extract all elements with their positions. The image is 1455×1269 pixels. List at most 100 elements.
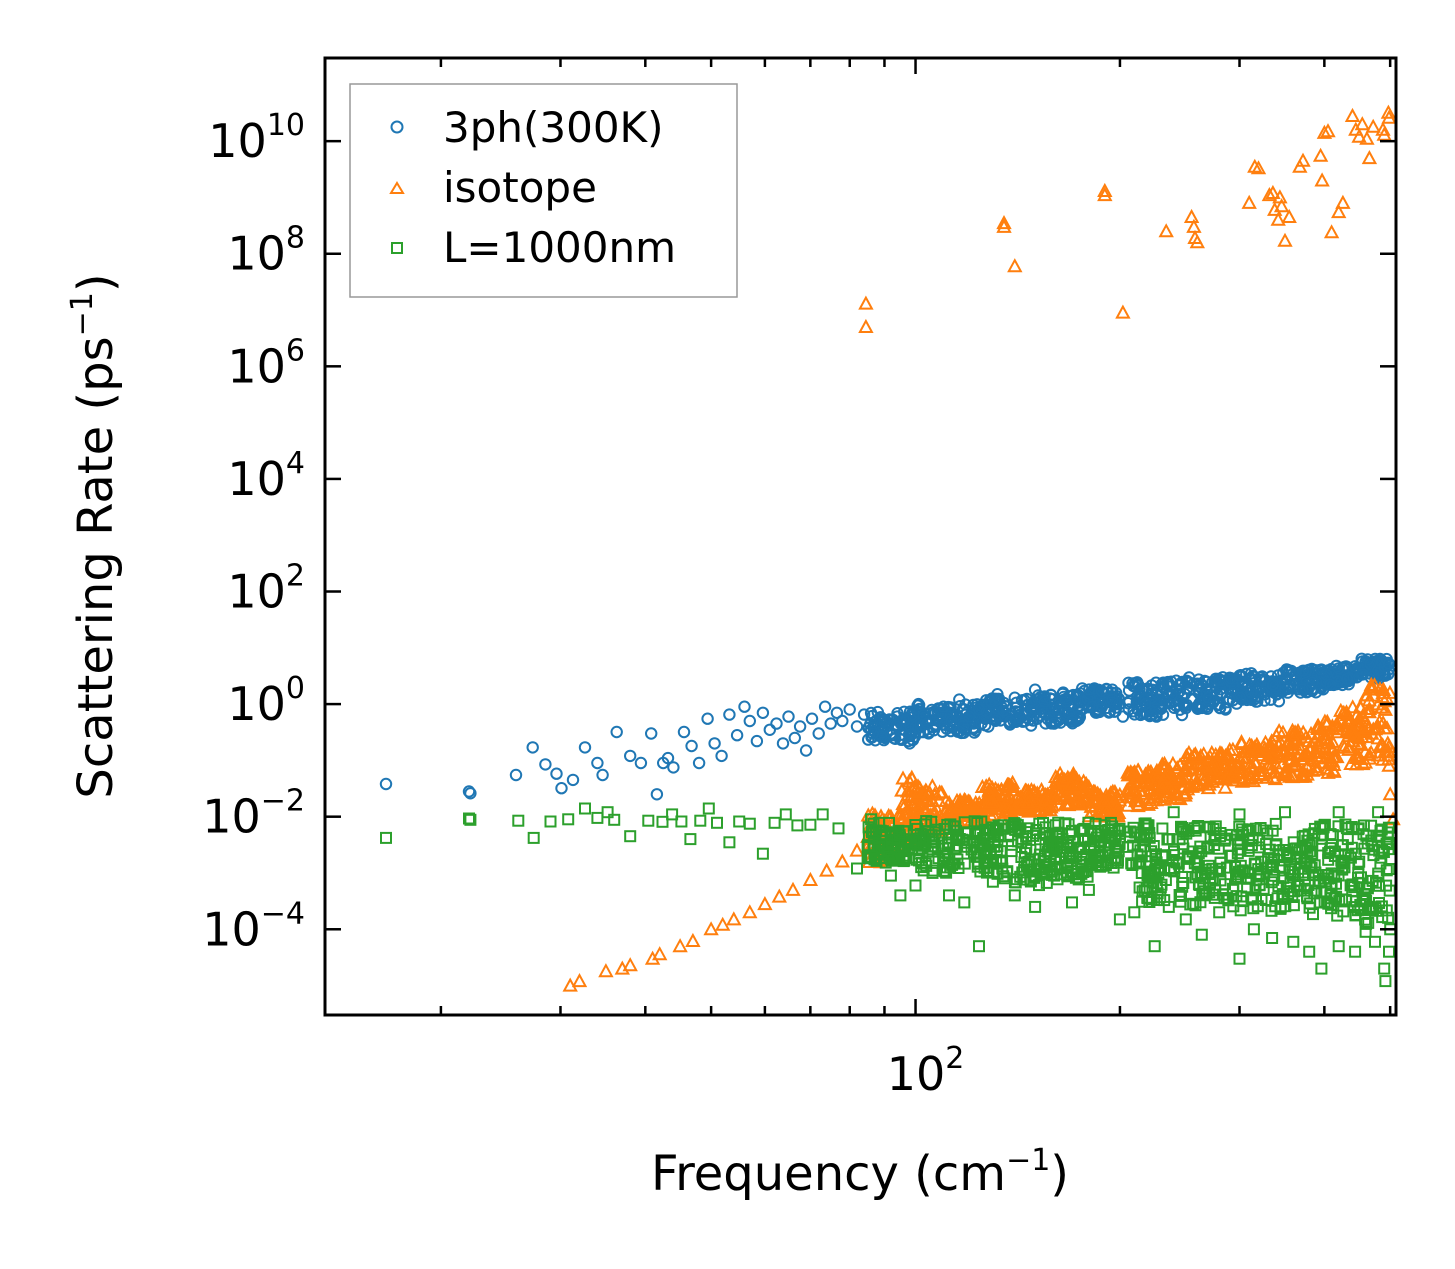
data-point-3ph-300k--942 xyxy=(818,700,832,713)
data-point-l-1000nm-675 xyxy=(1253,870,1266,883)
data-point-isotope-817 xyxy=(1268,727,1285,742)
data-point-isotope-833 xyxy=(1276,765,1292,780)
data-point-l-1000nm-202 xyxy=(951,853,964,866)
y-tick-label-5: 106 xyxy=(227,333,305,393)
data-point-l-1000nm-958 xyxy=(1287,935,1300,948)
data-point-l-1000nm-695 xyxy=(1242,844,1255,857)
data-point-l-1000nm-901 xyxy=(1361,882,1374,895)
data-point-l-1000nm-698 xyxy=(1249,857,1262,870)
data-point-isotope-101 xyxy=(901,773,917,788)
data-point-3ph-300k--990 xyxy=(1244,686,1258,699)
data-point-isotope-409 xyxy=(1061,796,1077,811)
data-point-isotope-831 xyxy=(1283,752,1299,767)
data-point-3ph-300k--964 xyxy=(982,720,995,733)
data-point-3ph-300k--989 xyxy=(1233,669,1246,682)
data-point-l-1000nm-943 xyxy=(1008,889,1021,902)
data-point-l-1000nm-902 xyxy=(1355,871,1367,884)
data-point-l-1000nm-82 xyxy=(875,838,888,851)
data-point-l-1000nm-945 xyxy=(1048,869,1061,882)
data-point-isotope-1028 xyxy=(1007,258,1023,273)
data-point-3ph-300k--346 xyxy=(1035,702,1049,715)
data-point-l-1000nm-615 xyxy=(1214,856,1227,869)
data-point-isotope-1061 xyxy=(1359,130,1375,145)
data-point-l-1000nm-816 xyxy=(1345,821,1358,833)
data-point-l-1000nm-498 xyxy=(1136,895,1149,908)
data-point-3ph-300k--995 xyxy=(1296,664,1310,677)
data-point-isotope-549 xyxy=(1131,796,1147,811)
data-point-l-1000nm-83 xyxy=(888,833,901,846)
data-point-isotope-1036 xyxy=(1189,234,1205,249)
data-point-l-1000nm-186 xyxy=(944,818,957,831)
data-point-3ph-300k--410 xyxy=(1088,682,1101,695)
data-point-l-1000nm-432 xyxy=(1108,824,1121,837)
data-point-l-1000nm-206 xyxy=(969,828,982,841)
data-point-3ph-300k--951 xyxy=(878,714,891,728)
data-point-isotope-1014 xyxy=(742,904,758,919)
data-point-isotope-603 xyxy=(1154,756,1170,771)
data-point-isotope-825 xyxy=(1284,726,1301,741)
data-point-isotope-158 xyxy=(924,792,940,807)
data-point-isotope-590 xyxy=(1176,770,1193,785)
data-point-3ph-300k--996 xyxy=(1306,676,1319,689)
data-point-isotope-685 xyxy=(1189,776,1205,791)
data-point-l-1000nm-532 xyxy=(1154,891,1167,904)
data-point-isotope-1073 xyxy=(1227,761,1244,776)
data-point-3ph-300k--927 xyxy=(723,708,736,721)
data-point-l-1000nm-697 xyxy=(1241,881,1254,894)
data-point-l-1000nm-932 xyxy=(832,822,845,835)
data-point-l-1000nm-874 xyxy=(1361,837,1374,850)
data-point-isotope-1021 xyxy=(849,842,865,857)
data-point-l-1000nm-834 xyxy=(1325,902,1338,915)
data-point-l-1000nm-950 xyxy=(1148,940,1161,953)
data-point-3ph-300k--278 xyxy=(985,695,998,708)
data-point-3ph-300k--928 xyxy=(730,729,744,742)
data-point-isotope-197 xyxy=(951,794,968,809)
data-point-isotope-937 xyxy=(1343,755,1359,770)
data-point-isotope-675 xyxy=(1217,779,1233,794)
data-point-l-1000nm-700 xyxy=(1236,864,1249,877)
data-point-isotope-1019 xyxy=(819,862,835,877)
data-point-isotope-353 xyxy=(1017,782,1034,797)
data-point-isotope-815 xyxy=(1287,724,1303,739)
data-point-l-1000nm-608 xyxy=(1186,845,1199,858)
data-point-l-1000nm-966 xyxy=(1379,975,1392,988)
data-point-3ph-300k--79 xyxy=(864,706,878,720)
data-point-3ph-300k--902 xyxy=(462,785,476,798)
data-point-isotope-1057 xyxy=(1344,107,1361,122)
data-point-isotope-52 xyxy=(881,807,897,822)
data-point-isotope-1051 xyxy=(1314,172,1330,187)
data-point-isotope-553 xyxy=(1127,781,1144,796)
data-point-isotope-945 xyxy=(1353,699,1369,714)
data-point-isotope-1004 xyxy=(598,963,614,978)
data-point-l-1000nm-78 xyxy=(898,844,910,856)
data-point-3ph-300k--943 xyxy=(824,717,837,730)
data-point-isotope-769 xyxy=(1249,741,1266,756)
data-point-isotope-1062 xyxy=(1361,150,1378,165)
data-point-l-1000nm-959 xyxy=(1303,945,1316,958)
data-point-3ph-300k--998 xyxy=(1324,678,1337,691)
data-point-l-1000nm-372 xyxy=(1054,862,1067,875)
data-point-l-1000nm-766 xyxy=(1304,897,1317,910)
data-point-l-1000nm-360 xyxy=(1062,836,1075,849)
data-point-isotope-768 xyxy=(1241,736,1258,751)
data-point-l-1000nm-893 xyxy=(1383,863,1396,875)
data-point-l-1000nm-964 xyxy=(1369,935,1381,948)
data-point-l-1000nm-913 xyxy=(608,813,621,826)
data-point-l-1000nm-490 xyxy=(1155,878,1168,891)
data-point-isotope-557 xyxy=(1123,764,1139,779)
data-point-l-1000nm-678 xyxy=(1269,817,1282,830)
data-point-l-1000nm-612 xyxy=(1192,878,1205,891)
data-point-3ph-300k--526 xyxy=(1155,678,1168,691)
data-point-3ph-300k--959 xyxy=(937,700,950,713)
data-point-isotope-679 xyxy=(1197,757,1213,772)
data-point-l-1000nm-921 xyxy=(702,802,715,815)
data-point-isotope-1067 xyxy=(1381,109,1397,124)
data-point-l-1000nm-525 xyxy=(1138,884,1151,897)
data-point-3ph-300k--938 xyxy=(793,720,807,733)
data-point-l-1000nm-679 xyxy=(1272,880,1285,893)
data-point-isotope-488 xyxy=(1084,797,1100,812)
data-point-3ph-300k--916 xyxy=(645,727,658,740)
data-point-l-1000nm-906 xyxy=(512,814,525,827)
data-point-l-1000nm-858 xyxy=(1353,855,1366,868)
data-point-3ph-300k--270 xyxy=(980,705,993,719)
